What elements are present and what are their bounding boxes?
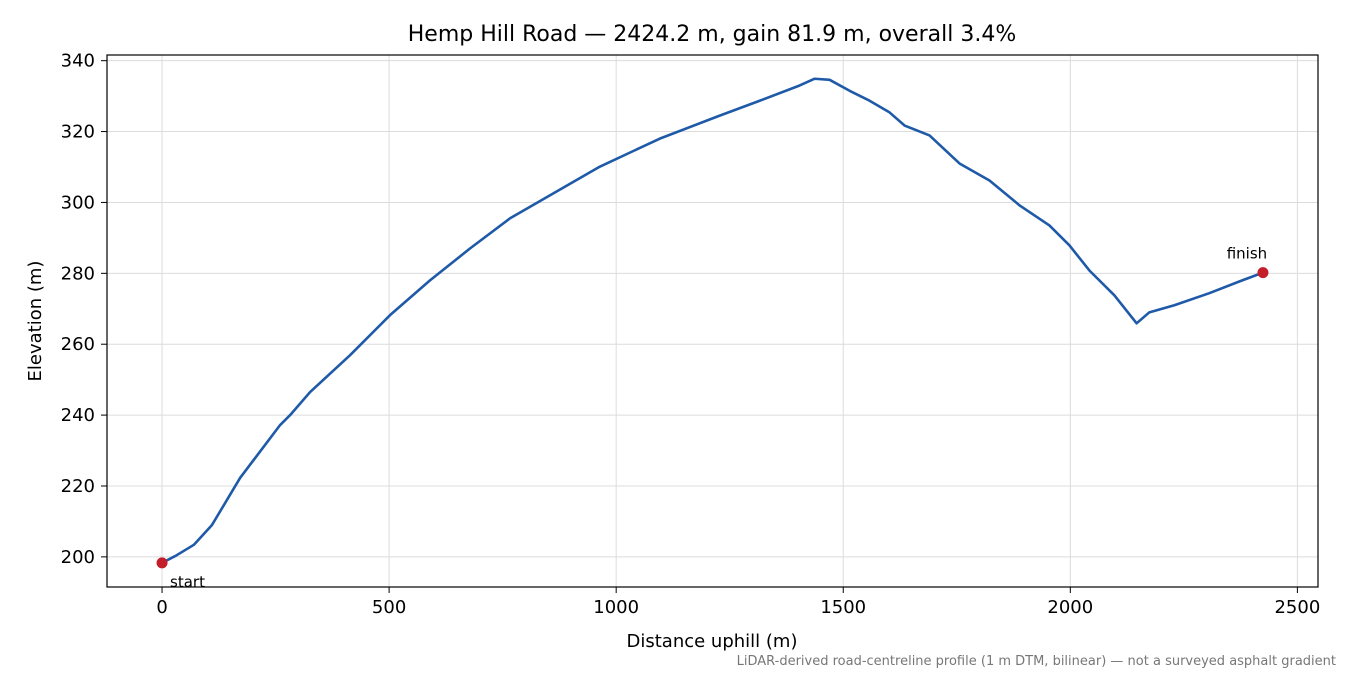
chart-title: Hemp Hill Road — 2424.2 m, gain 81.9 m, …: [408, 22, 1016, 47]
plot-frame: [106, 54, 1319, 588]
y-axis-label: Elevation (m): [25, 261, 46, 382]
endpoint-annotation: finish: [1227, 245, 1267, 263]
footnote: LiDAR-derived road-centreline profile (1…: [737, 654, 1336, 669]
x-tick-label: 2000: [1047, 597, 1093, 618]
y-tick-label: 260: [61, 334, 95, 355]
elevation-line: [161, 77, 1264, 565]
y-tick-label: 340: [61, 51, 95, 72]
x-tick-label: 500: [372, 597, 406, 618]
x-axis-label: Distance uphill (m): [627, 631, 798, 652]
y-tick-label: 280: [61, 263, 95, 284]
x-tick-label: 0: [156, 597, 167, 618]
x-tick-label: 1500: [820, 597, 866, 618]
y-tick-label: 200: [61, 547, 95, 568]
y-tick-label: 320: [61, 122, 95, 143]
endpoint-marker: [1257, 267, 1269, 279]
x-tick-label: 2500: [1274, 597, 1320, 618]
y-tick-label: 300: [61, 192, 95, 213]
x-tick-label: 1000: [593, 597, 639, 618]
endpoint-marker: [156, 557, 168, 569]
endpoint-annotation: start: [170, 573, 205, 591]
y-tick-label: 220: [61, 476, 95, 497]
plot: 200 220 240 260 280 300 320 340 0 500 1000 1500 2000…: [61, 51, 1321, 618]
y-tick-label: 240: [61, 405, 95, 426]
